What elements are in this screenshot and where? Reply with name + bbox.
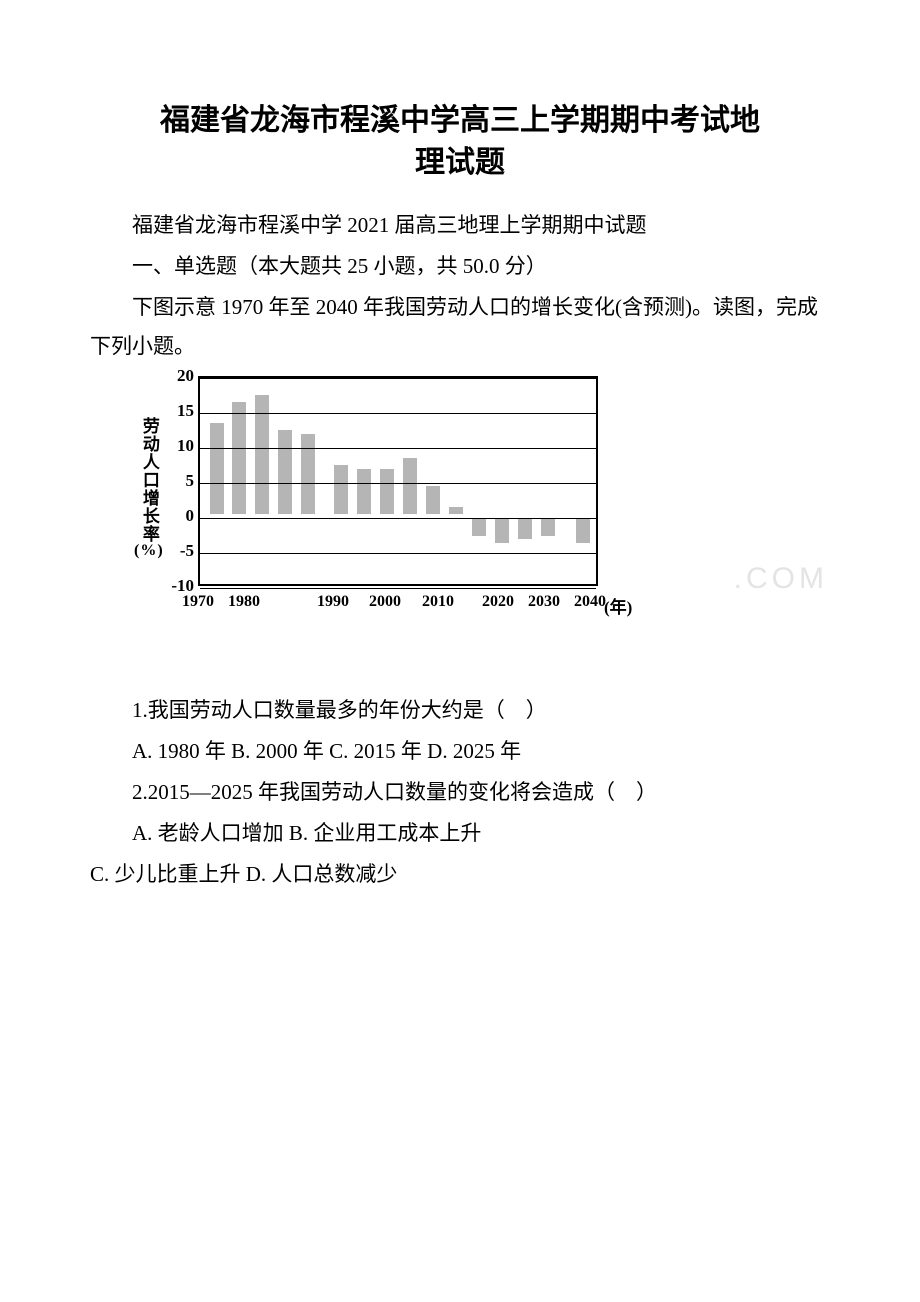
section-header: 一、单选题（本大题共 25 小题，共 50.0 分） bbox=[90, 247, 830, 286]
y-tick-label: 15 bbox=[177, 401, 194, 421]
gridline bbox=[200, 378, 596, 379]
intro-text: 下图示意 1970 年至 2040 年我国劳动人口的增长变化(含预测)。读图，完… bbox=[90, 288, 830, 366]
bar bbox=[357, 469, 371, 515]
question-2-options-line-2: C. 少儿比重上升 D. 人口总数减少 bbox=[90, 855, 830, 894]
bar bbox=[541, 518, 555, 536]
title-line-1: 福建省龙海市程溪中学高三上学期期中考试地 bbox=[160, 104, 760, 137]
y-axis-label-text: 劳动人口增长率 bbox=[140, 417, 159, 543]
bar bbox=[334, 465, 348, 514]
bar bbox=[403, 458, 417, 514]
bar bbox=[426, 486, 440, 514]
y-tick-label: 5 bbox=[186, 471, 195, 491]
gridline bbox=[200, 448, 596, 449]
watermark: .COM bbox=[734, 562, 828, 596]
bar bbox=[232, 402, 246, 514]
subtitle: 福建省龙海市程溪中学 2021 届高三地理上学期期中试题 bbox=[90, 206, 830, 245]
bar bbox=[576, 518, 590, 543]
plot-area bbox=[198, 376, 598, 586]
bar bbox=[518, 518, 532, 539]
x-tick-label: 2030 bbox=[528, 593, 560, 611]
page-title: 福建省龙海市程溪中学高三上学期期中考试地 理试题 bbox=[90, 100, 830, 184]
x-tick-label: 1980 bbox=[228, 593, 260, 611]
x-tick-label: 2020 bbox=[482, 593, 514, 611]
gridline bbox=[200, 518, 596, 519]
question-1-options: A. 1980 年 B. 2000 年 C. 2015 年 D. 2025 年 bbox=[90, 732, 830, 771]
x-tick-label: 2000 bbox=[369, 593, 401, 611]
x-tick-label: 2040 bbox=[574, 593, 606, 611]
gridline bbox=[200, 588, 596, 589]
x-tick-label: 2010 bbox=[422, 593, 454, 611]
x-tick-label: 1970 bbox=[182, 593, 214, 611]
bar bbox=[210, 423, 224, 514]
x-unit: (年) bbox=[604, 593, 632, 618]
bar bbox=[495, 518, 509, 543]
question-1: 1.我国劳动人口数量最多的年份大约是（ ） bbox=[90, 691, 830, 730]
y-tick-label: 0 bbox=[186, 506, 195, 526]
y-ticks: 20151050-5-10 bbox=[160, 371, 194, 591]
gridline bbox=[200, 553, 596, 554]
bar bbox=[301, 434, 315, 515]
question-2: 2.2015—2025 年我国劳动人口数量的变化将会造成（ ） bbox=[90, 773, 830, 812]
bar bbox=[380, 469, 394, 515]
question-2-options-line-1: A. 老龄人口增加 B. 企业用工成本上升 bbox=[90, 814, 830, 853]
bar bbox=[472, 518, 486, 536]
bar bbox=[449, 507, 463, 514]
title-line-2: 理试题 bbox=[415, 146, 505, 179]
gridline bbox=[200, 413, 596, 414]
y-tick-label: -5 bbox=[180, 541, 194, 561]
labor-growth-chart: 劳动人口增长率(%) 20151050-5-10 197019801990200… bbox=[136, 371, 616, 641]
x-tick-label: 1990 bbox=[317, 593, 349, 611]
y-tick-label: 10 bbox=[177, 436, 194, 456]
y-tick-label: 20 bbox=[177, 366, 194, 386]
bar bbox=[278, 430, 292, 514]
gridline bbox=[200, 483, 596, 484]
